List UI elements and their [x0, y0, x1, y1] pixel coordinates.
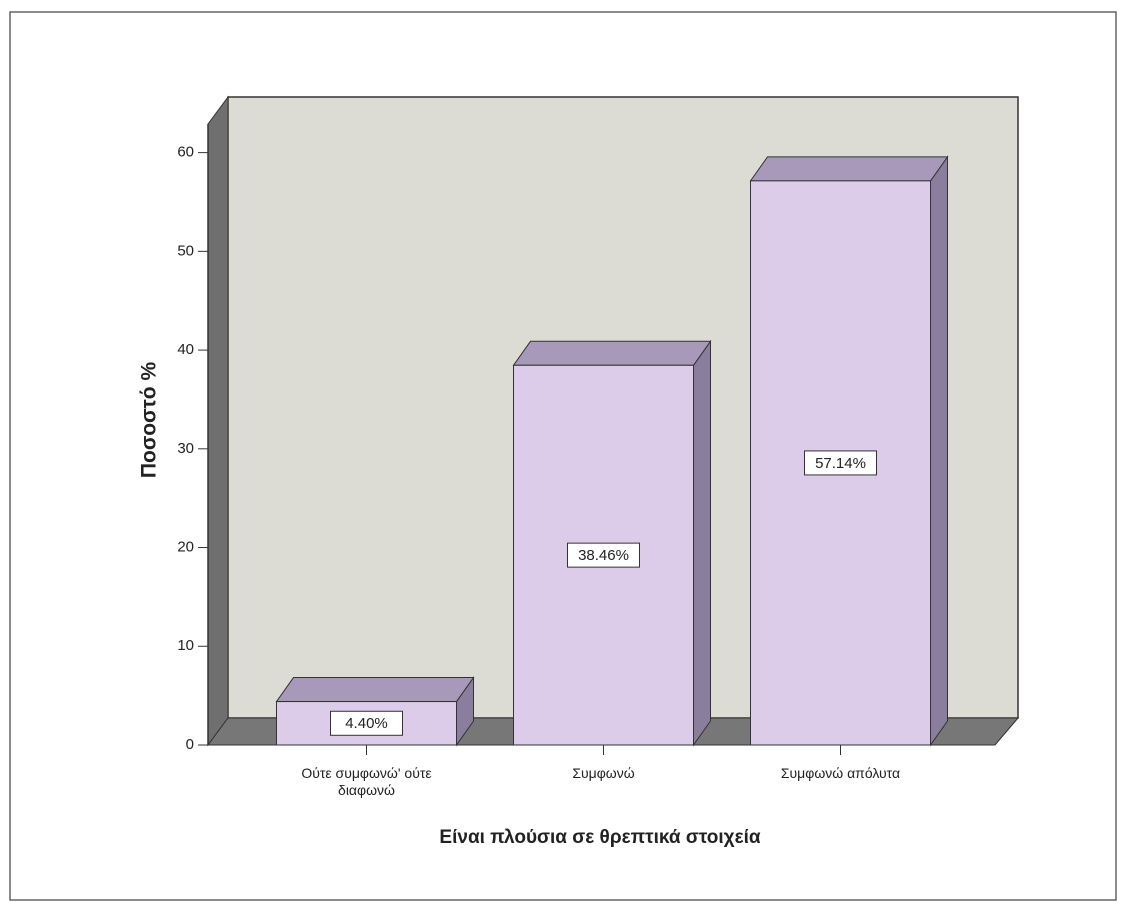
value-label: 57.14%: [815, 455, 866, 472]
x-tick-label: Συμφωνώ: [572, 765, 635, 781]
y-tick-label: 20: [177, 539, 194, 556]
y-tick-label: 50: [177, 242, 194, 259]
value-label-box: [804, 450, 877, 476]
x-tick-label: Ούτε συμφωνώ' ούτε διαφωνώ: [301, 765, 432, 798]
y-tick-label: 40: [177, 341, 194, 358]
y-tick-label: 0: [186, 736, 194, 753]
bar-top: [275, 677, 475, 703]
x-axis-title: Είναι πλούσια σε θρεπτικά στοιχεία: [439, 827, 760, 848]
bar-top: [749, 156, 949, 182]
value-label-box: [567, 542, 640, 568]
y-axis-title: Ποσοστό %: [138, 362, 161, 479]
bar-side: [693, 339, 711, 747]
value-label-box: [330, 710, 403, 736]
bar-top: [512, 340, 712, 366]
bar-side: [930, 155, 948, 747]
y-tick-label: 60: [177, 144, 194, 161]
value-label: 4.40%: [345, 715, 388, 732]
x-tick-label: Συμφωνώ απόλυτα: [780, 765, 901, 781]
value-label: 38.46%: [578, 547, 629, 564]
side-wall: [207, 95, 229, 747]
y-tick-label: 30: [177, 440, 194, 457]
y-tick-label: 10: [177, 637, 194, 654]
